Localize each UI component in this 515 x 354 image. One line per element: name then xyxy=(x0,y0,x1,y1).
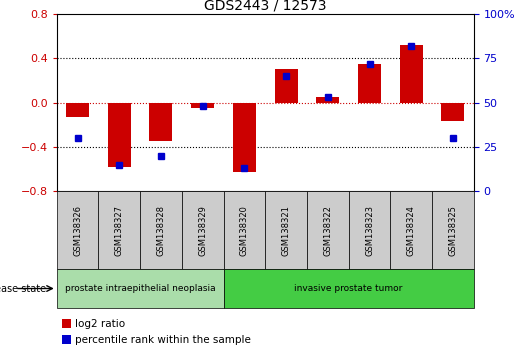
Text: GSM138329: GSM138329 xyxy=(198,205,207,256)
Text: invasive prostate tumor: invasive prostate tumor xyxy=(295,284,403,293)
Bar xyxy=(224,269,474,308)
Text: GSM138320: GSM138320 xyxy=(240,205,249,256)
Text: log2 ratio: log2 ratio xyxy=(75,319,125,329)
Text: GSM138322: GSM138322 xyxy=(323,205,332,256)
Bar xyxy=(274,69,298,103)
Text: percentile rank within the sample: percentile rank within the sample xyxy=(75,335,251,345)
Text: GSM138327: GSM138327 xyxy=(115,205,124,256)
Bar xyxy=(182,191,224,269)
Bar xyxy=(400,45,423,103)
Text: GSM138323: GSM138323 xyxy=(365,205,374,256)
Bar xyxy=(57,191,98,269)
Bar xyxy=(108,103,131,167)
Bar xyxy=(66,103,89,117)
Bar xyxy=(98,191,140,269)
Text: GSM138325: GSM138325 xyxy=(449,205,457,256)
Bar xyxy=(349,191,390,269)
Text: prostate intraepithelial neoplasia: prostate intraepithelial neoplasia xyxy=(65,284,215,293)
Bar xyxy=(149,103,173,141)
Bar xyxy=(224,191,265,269)
Bar xyxy=(316,97,339,103)
Bar xyxy=(140,191,182,269)
Bar xyxy=(358,64,381,103)
Bar xyxy=(432,191,474,269)
Text: GSM138328: GSM138328 xyxy=(157,205,165,256)
Bar xyxy=(233,103,256,172)
Bar xyxy=(57,269,224,308)
Text: GSM138324: GSM138324 xyxy=(407,205,416,256)
Text: GSM138326: GSM138326 xyxy=(73,205,82,256)
Title: GDS2443 / 12573: GDS2443 / 12573 xyxy=(204,0,327,13)
Bar xyxy=(390,191,432,269)
Text: disease state: disease state xyxy=(0,284,46,293)
Bar xyxy=(441,103,465,121)
Bar xyxy=(191,103,214,108)
Bar xyxy=(265,191,307,269)
Bar xyxy=(307,191,349,269)
Text: GSM138321: GSM138321 xyxy=(282,205,290,256)
